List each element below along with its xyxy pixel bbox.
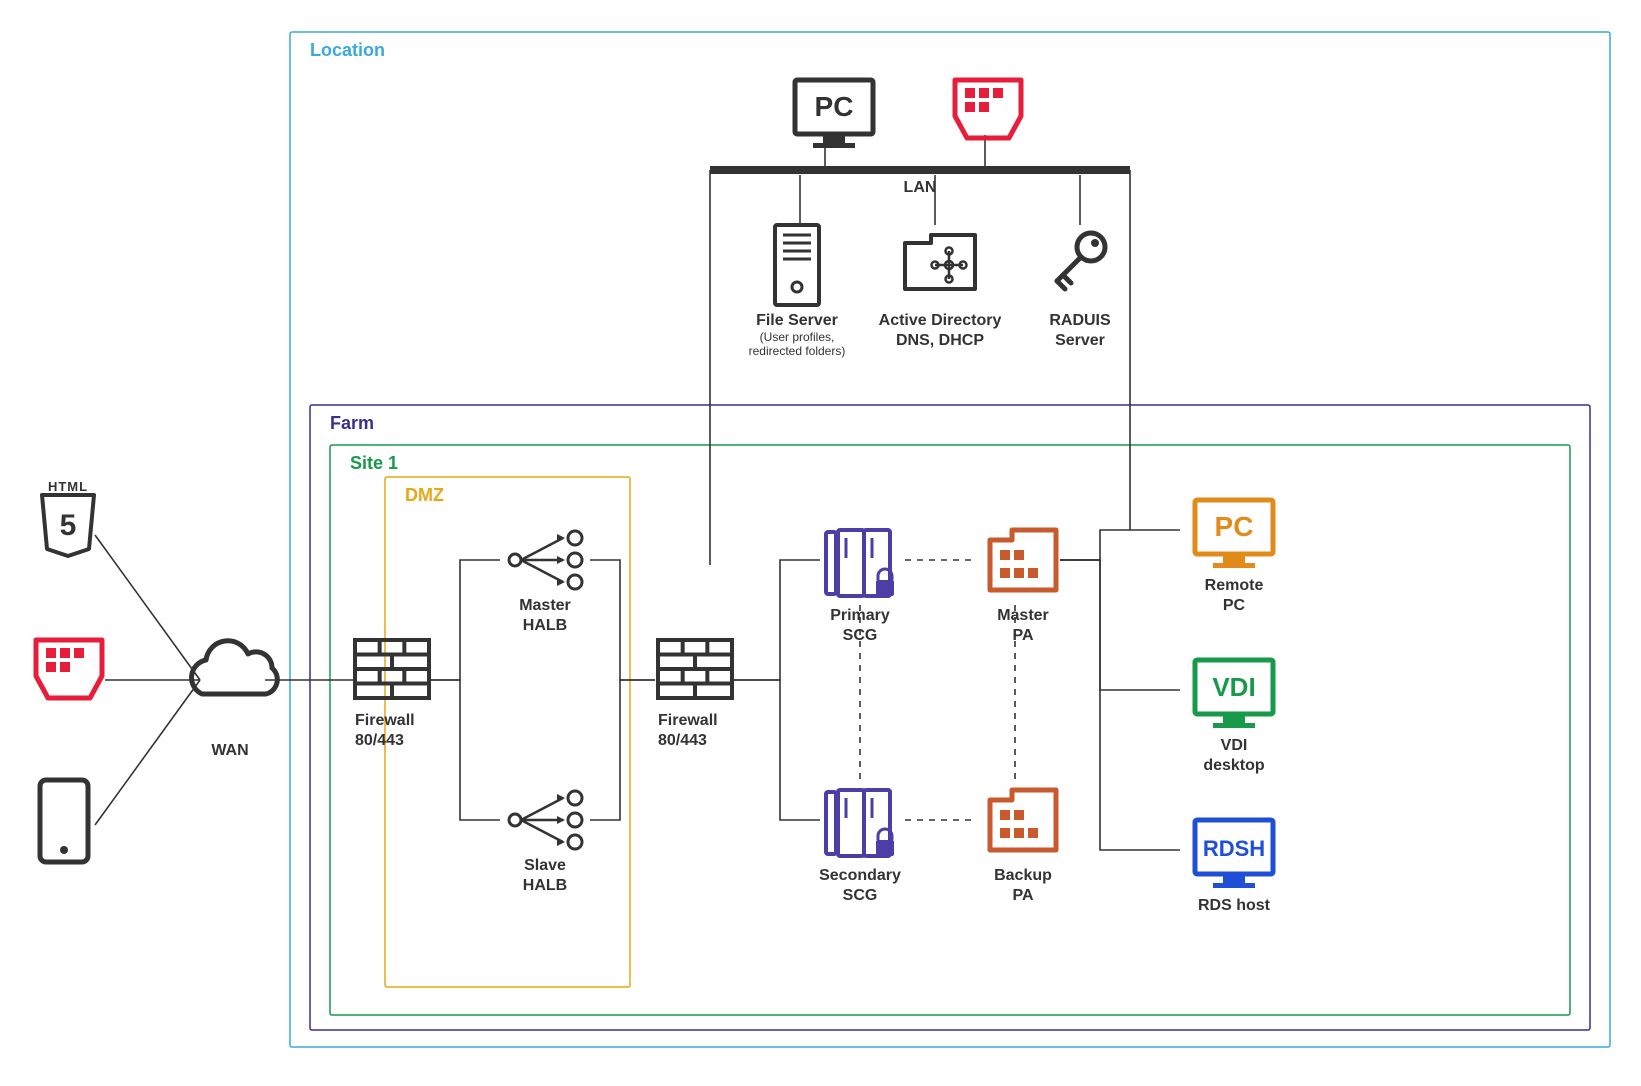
lan-label: LAN	[904, 179, 937, 196]
radius-label1: RADUIS	[1049, 312, 1111, 329]
zone-farm: Farm	[310, 405, 1590, 1030]
radius-label2: Server	[1055, 332, 1105, 349]
lan-bar: LAN	[710, 166, 1130, 196]
pa-master-label2: PA	[1012, 627, 1033, 644]
firewall-outer-label: Firewall	[355, 712, 415, 729]
lan-pc: PC	[795, 80, 873, 148]
edges	[95, 135, 1180, 850]
vdi-label1: VDI	[1221, 737, 1248, 754]
zone-site: Site 1	[330, 445, 1570, 1015]
ad-label2: DNS, DHCP	[896, 332, 984, 349]
edge	[590, 560, 655, 680]
halb-master-label1: Master	[519, 597, 571, 614]
pa-backup: Backup PA	[990, 790, 1056, 904]
client-mobile-icon	[40, 780, 88, 862]
halb-master: Master HALB	[509, 531, 582, 634]
edge	[430, 560, 500, 680]
halb-slave-label2: HALB	[523, 877, 567, 894]
edge	[590, 680, 655, 820]
svg-text:VDI: VDI	[1212, 672, 1255, 702]
vdi-label2: desktop	[1203, 757, 1265, 774]
rdsh-label: RDS host	[1198, 897, 1271, 914]
zone-dmz: DMZ	[385, 477, 630, 987]
halb-slave-label1: Slave	[524, 857, 566, 874]
rds-host: RDSH RDS host	[1195, 820, 1273, 914]
zone-location: Location	[290, 32, 1610, 1047]
edge	[1060, 530, 1180, 560]
edge	[430, 680, 500, 820]
halb-master-label2: HALB	[523, 617, 567, 634]
remote-pc-label1: Remote	[1205, 577, 1264, 594]
client-html5-icon: HTML 5	[42, 479, 94, 556]
file-server-sub2: redirected folders)	[749, 344, 846, 358]
pa-backup-label2: PA	[1012, 887, 1033, 904]
file-server: File Server(User profiles,redirected fol…	[749, 225, 846, 358]
pa-backup-label1: Backup	[994, 867, 1052, 884]
pa-master-label1: Master	[997, 607, 1049, 624]
wan-cloud: WAN	[192, 641, 278, 759]
firewall-outer-ports: 80/443	[355, 732, 404, 749]
file-server-label: File Server	[756, 312, 838, 329]
vdi-desktop: VDI VDI desktop	[1195, 660, 1273, 774]
scg-primary-label1: Primary	[830, 607, 890, 624]
edge	[733, 560, 820, 680]
pa-master: Master PA	[990, 530, 1056, 644]
active-directory: Active Directory DNS, DHCP	[879, 235, 1002, 349]
lan-parallels-icon	[955, 80, 1021, 138]
zone-farm-label: Farm	[330, 413, 374, 433]
svg-text:5: 5	[60, 509, 77, 542]
firewall-outer: Firewall 80/443	[355, 640, 429, 749]
scg-secondary-label1: Secondary	[819, 867, 901, 884]
wan-label: WAN	[211, 742, 248, 759]
file-server-sub1: (User profiles,	[760, 330, 835, 344]
edge	[733, 680, 820, 820]
edge	[1060, 560, 1180, 850]
ad-label1: Active Directory	[879, 312, 1002, 329]
edge	[1060, 560, 1180, 690]
scg-primary-label2: SCG	[843, 627, 878, 644]
zone-location-label: Location	[310, 40, 385, 60]
firewall-inner: Firewall 80/443	[658, 640, 732, 749]
firewall-inner-ports: 80/443	[658, 732, 707, 749]
remote-pc-label2: PC	[1223, 597, 1246, 614]
zone-dmz-label: DMZ	[405, 485, 444, 505]
remote-pc: PC Remote PC	[1195, 500, 1273, 614]
zone-site-label: Site 1	[350, 453, 398, 473]
scg-secondary: Secondary SCG	[819, 790, 901, 904]
edge	[95, 535, 200, 680]
svg-text:PC: PC	[1215, 511, 1254, 542]
scg-secondary-label2: SCG	[843, 887, 878, 904]
client-parallels-icon	[36, 640, 102, 698]
svg-text:PC: PC	[815, 91, 854, 122]
svg-text:HTML: HTML	[48, 479, 88, 494]
firewall-inner-label: Firewall	[658, 712, 718, 729]
edge	[95, 680, 200, 825]
halb-slave: Slave HALB	[509, 791, 582, 894]
svg-text:RDSH: RDSH	[1203, 836, 1265, 861]
scg-primary: Primary SCG	[826, 530, 894, 644]
radius-server: RADUIS Server	[1049, 233, 1111, 349]
